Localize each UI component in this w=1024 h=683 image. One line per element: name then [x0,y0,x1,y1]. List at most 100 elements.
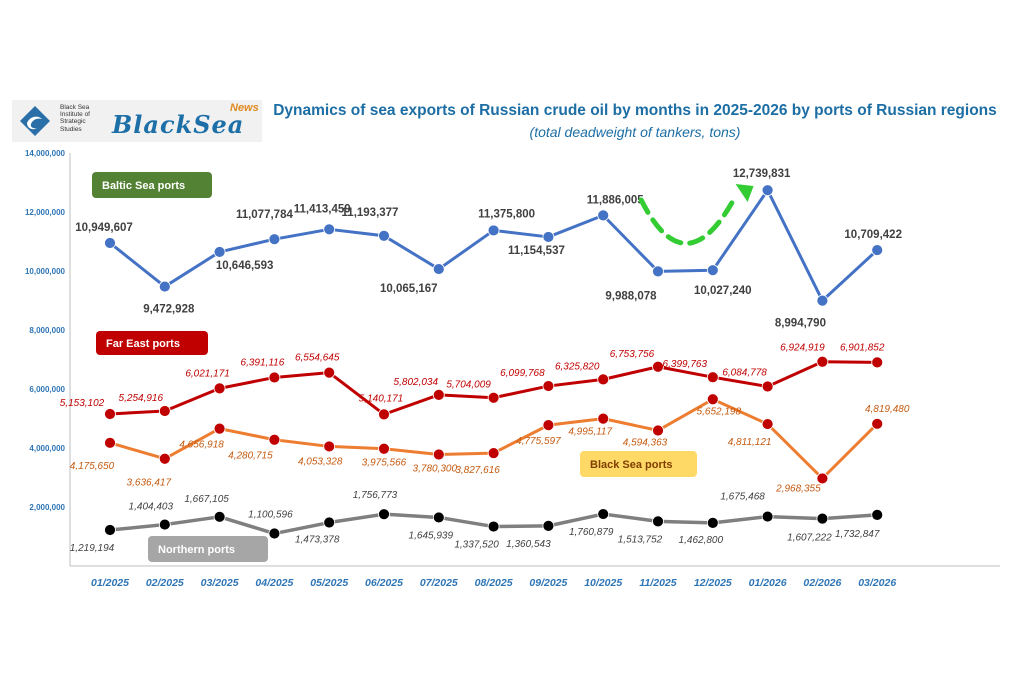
series-line-baltic-sea-ports [109,188,879,303]
data-label-far-east-ports: 6,084,778 [722,367,767,378]
data-point-black-sea-ports [871,417,884,430]
data-point-far-east-ports [652,360,664,373]
legend-box-far-east-ports [96,331,208,355]
legend-box-northern-ports [148,536,268,562]
data-point-northern-ports [213,510,226,523]
x-tick-label: 03/2025 [201,577,239,589]
data-point-baltic-sea-ports [104,237,116,249]
data-point-black-sea-ports [652,424,664,437]
x-tick-label: 01/2025 [91,577,129,589]
x-tick-label: 08/2025 [475,577,513,589]
brand-name: BlackSea [112,110,245,139]
data-point-baltic-sea-ports [816,294,829,307]
data-point-northern-ports [761,510,774,523]
data-label-far-east-ports: 6,901,852 [840,342,885,353]
data-point-baltic-sea-ports [597,209,610,222]
data-point-baltic-sea-ports [487,224,500,237]
data-label-far-east-ports: 6,554,645 [295,353,340,364]
data-label-black-sea-ports: 4,656,918 [179,440,224,451]
data-label-northern-ports: 1,667,105 [184,494,229,505]
data-label-black-sea-ports: 2,968,355 [775,483,821,494]
data-label-northern-ports: 1,513,752 [618,534,663,545]
data-point-far-east-ports [268,371,281,384]
data-label-black-sea-ports: 4,053,328 [298,456,343,467]
data-label-black-sea-ports: 3,975,566 [362,458,407,469]
data-point-baltic-sea-ports [761,184,774,197]
data-point-black-sea-ports [158,452,171,465]
institute-name: Black Sea Institute of Strategic Studies [60,104,90,133]
data-label-black-sea-ports: 4,819,480 [865,404,910,415]
data-label-baltic-sea-ports: 8,994,790 [775,318,826,330]
data-point-baltic-sea-ports [432,263,445,275]
data-label-far-east-ports: 6,099,768 [500,368,545,379]
data-point-baltic-sea-ports [652,265,664,278]
x-tick-label: 04/2025 [255,577,293,589]
data-point-far-east-ports [104,408,116,420]
data-point-baltic-sea-ports [158,280,171,293]
data-point-far-east-ports [761,380,774,393]
logo-block: Black Sea Institute of Strategic Studies… [12,100,262,142]
x-tick-label: 06/2025 [365,577,403,589]
data-point-baltic-sea-ports [268,233,281,246]
data-label-far-east-ports: 5,153,102 [60,398,105,409]
y-tick-label: 6,000,000 [29,385,65,394]
data-point-northern-ports [597,508,610,520]
data-label-far-east-ports: 5,140,171 [359,393,404,404]
data-label-baltic-sea-ports: 10,027,240 [694,285,752,297]
data-point-northern-ports [378,508,390,521]
data-label-baltic-sea-ports: 11,193,377 [342,207,399,219]
data-label-black-sea-ports: 3,636,417 [127,478,172,489]
data-point-baltic-sea-ports [706,264,719,277]
data-label-northern-ports: 1,607,222 [787,533,832,544]
data-label-baltic-sea-ports: 10,065,167 [380,283,438,295]
data-point-northern-ports [652,515,664,528]
x-tick-label: 03/2026 [858,577,896,589]
data-point-far-east-ports [597,373,610,386]
data-label-black-sea-ports: 4,175,650 [70,461,115,472]
data-point-northern-ports [268,527,281,540]
x-tick-label: 02/2026 [803,577,841,589]
data-label-black-sea-ports: 4,594,363 [623,437,668,448]
data-point-northern-ports [871,508,884,521]
y-tick-label: 12,000,000 [25,208,66,217]
legend-box-black-sea-ports [580,451,697,477]
data-point-black-sea-ports [378,442,390,455]
data-label-northern-ports: 1,473,378 [295,535,340,546]
data-label-black-sea-ports: 4,995,117 [568,427,612,438]
y-tick-label: 4,000,000 [29,444,65,453]
x-tick-label: 12/2025 [694,577,732,589]
data-point-northern-ports [323,516,336,529]
data-point-baltic-sea-ports [871,244,884,256]
data-point-far-east-ports [871,356,884,369]
y-tick-label: 8,000,000 [29,326,65,335]
data-point-far-east-ports [158,405,171,417]
data-point-black-sea-ports [816,472,829,485]
data-point-black-sea-ports [432,448,445,461]
data-point-baltic-sea-ports [542,231,555,243]
legend-box-baltic-sea-ports [92,172,212,198]
data-label-far-east-ports: 6,391,116 [241,357,285,368]
data-point-far-east-ports [487,391,500,404]
data-point-black-sea-ports [761,418,774,430]
x-tick-label: 01/2026 [749,577,787,589]
data-label-black-sea-ports: 4,811,121 [728,437,772,448]
data-point-far-east-ports [706,371,719,384]
x-tick-label: 09/2025 [529,577,567,589]
data-label-black-sea-ports: 3,780,300 [413,463,458,474]
data-label-baltic-sea-ports: 10,949,607 [75,222,133,234]
data-label-baltic-sea-ports: 12,739,831 [733,168,791,180]
data-label-baltic-sea-ports: 11,886,005 [587,194,645,206]
x-tick-label: 10/2025 [584,577,622,589]
chart-subtitle: (total deadweight of tankers, tons) [529,124,741,140]
legend-label-baltic-sea-ports: Baltic Sea ports [102,180,185,192]
data-point-black-sea-ports [104,436,116,449]
data-point-far-east-ports [432,388,445,401]
data-label-baltic-sea-ports: 10,709,422 [844,229,902,241]
data-label-northern-ports: 1,360,543 [506,539,551,550]
data-point-far-east-ports [213,382,226,395]
data-point-black-sea-ports [597,412,610,425]
wave-logo-icon [20,106,50,136]
data-point-baltic-sea-ports [378,229,390,242]
data-label-far-east-ports: 6,325,820 [555,361,600,372]
